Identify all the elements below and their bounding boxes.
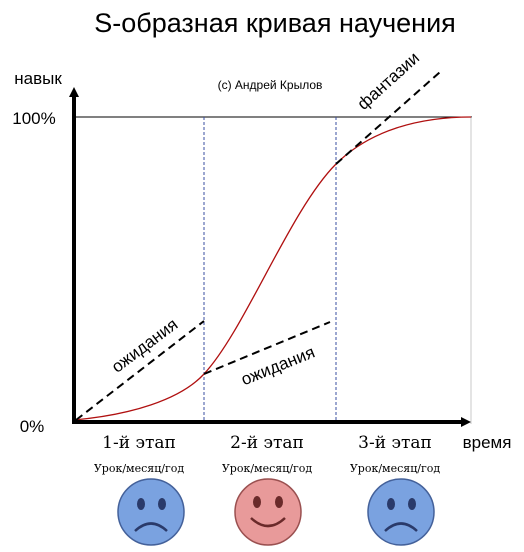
- expectation-label-1: ожидания: [108, 315, 181, 377]
- stage-2-label: 2-й этап: [230, 433, 304, 453]
- sad-face-icon: [117, 478, 185, 546]
- stage-2-sublabel: Урок/месяц/год: [222, 462, 313, 475]
- happy-face-icon: [234, 478, 302, 546]
- y-tick-100: 100%: [12, 109, 55, 128]
- expectation-line-2: [203, 321, 331, 375]
- diagram-title: S-образная кривая научения: [94, 8, 456, 38]
- stage-3-sublabel: Урок/месяц/год: [350, 462, 441, 475]
- expectation-line-1: [75, 320, 205, 421]
- expectation-label-2: ожидания: [238, 343, 317, 390]
- y-axis-label: навык: [14, 69, 62, 88]
- x-axis-label: время: [463, 433, 512, 452]
- credit-text: (c) Андрей Крылов: [218, 78, 323, 92]
- sad-face-icon: [367, 478, 435, 546]
- stage-3-label: 3-й этап: [358, 433, 432, 453]
- stage-1-label: 1-й этап: [102, 433, 176, 453]
- y-tick-0: 0%: [20, 417, 45, 436]
- stage-1-sublabel: Урок/месяц/год: [94, 462, 185, 475]
- fantasy-line: [335, 71, 441, 165]
- fantasy-label: фантазии: [354, 48, 424, 113]
- s-curve: [73, 116, 472, 421]
